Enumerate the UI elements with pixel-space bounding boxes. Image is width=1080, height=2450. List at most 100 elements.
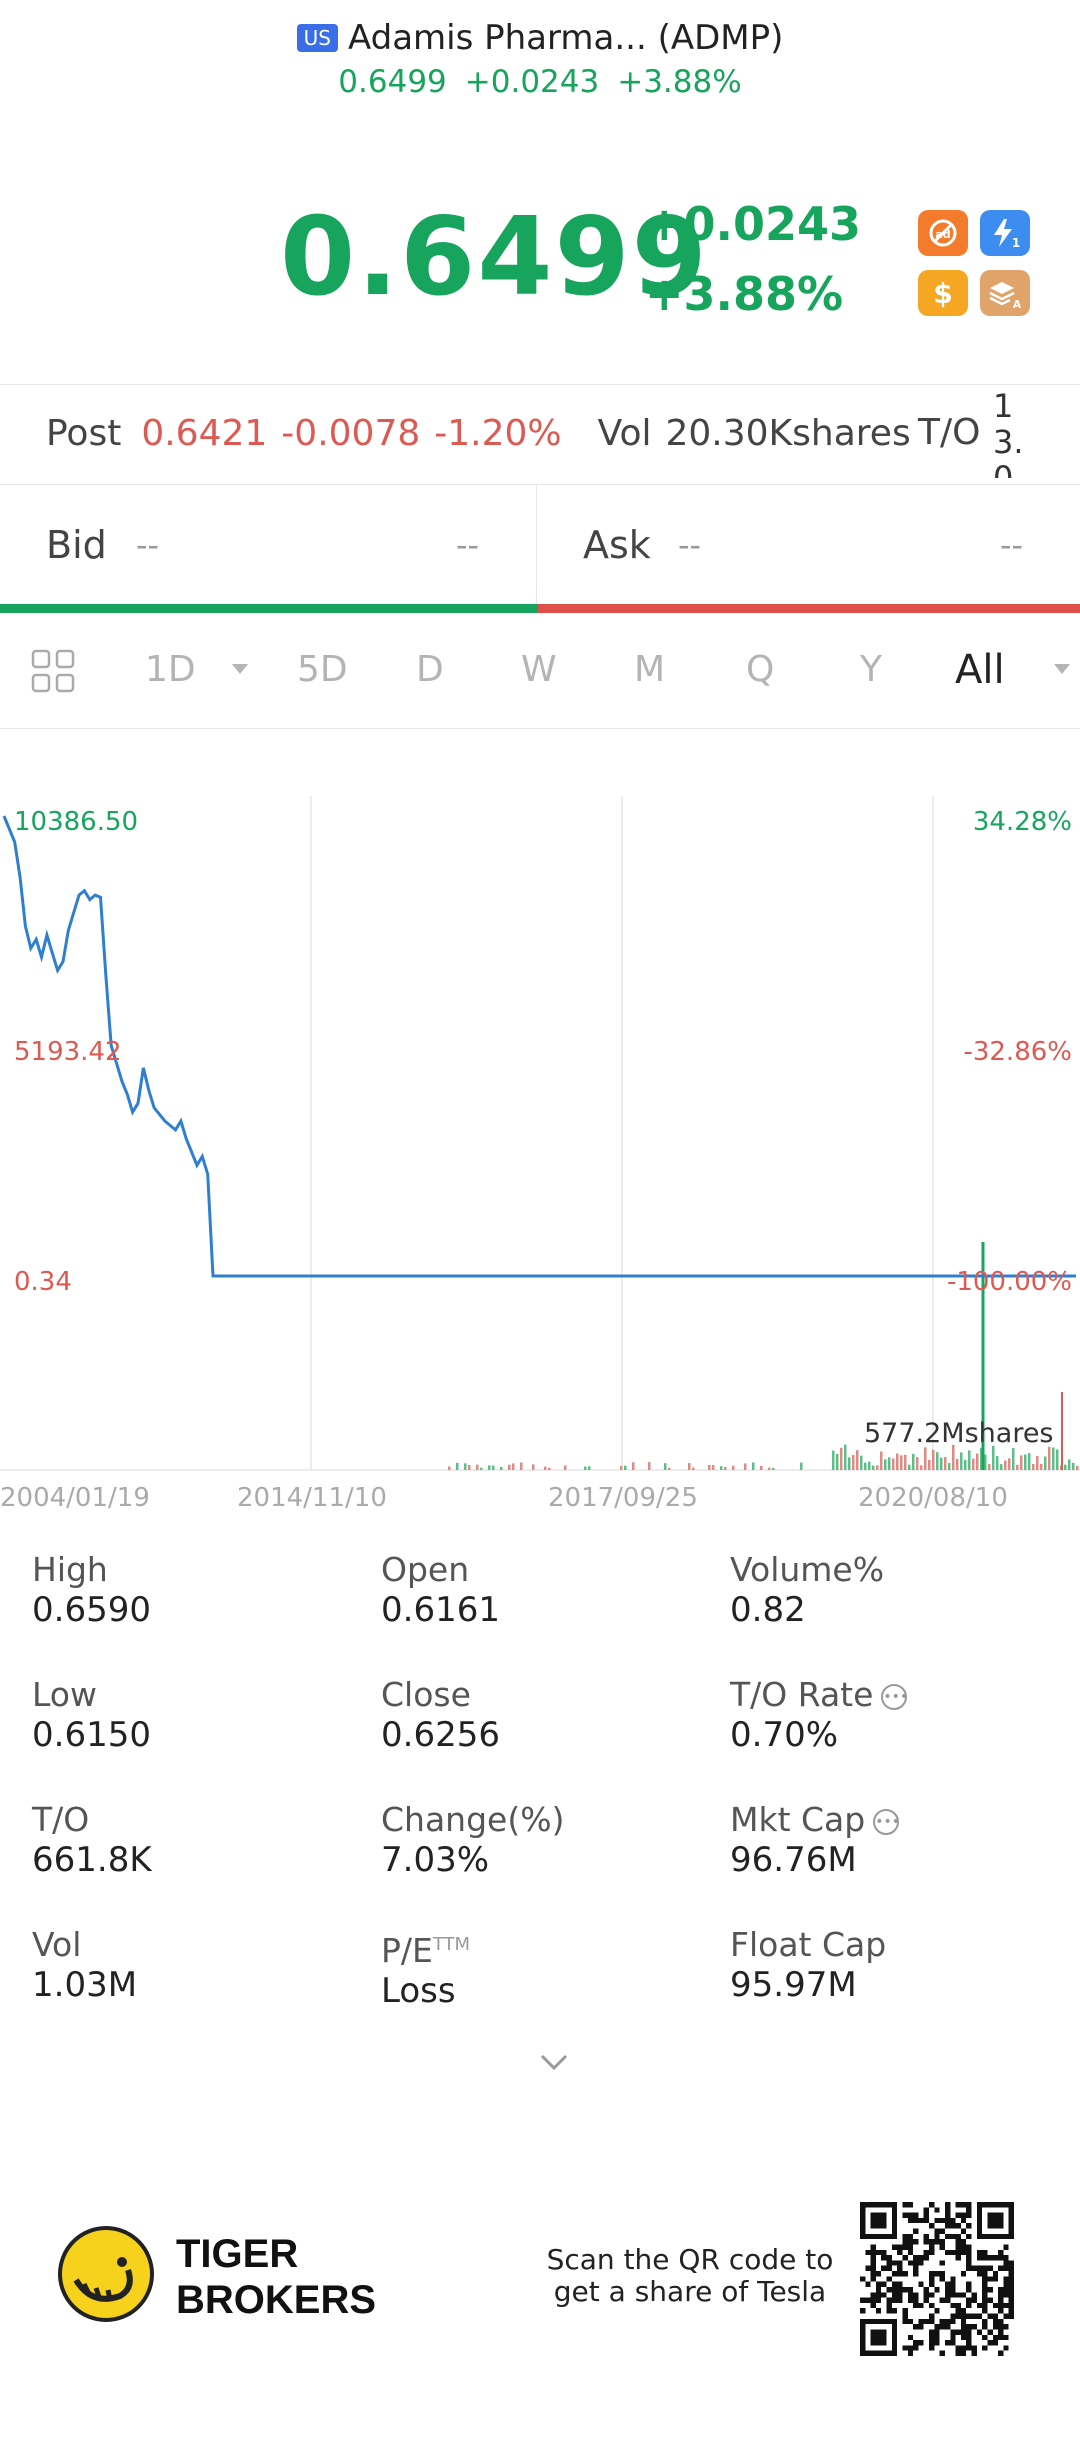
volume-bar bbox=[996, 1456, 999, 1470]
dollar-icon[interactable]: $ bbox=[918, 270, 968, 316]
volume-bar bbox=[964, 1459, 967, 1470]
volume-bar bbox=[952, 1444, 955, 1470]
bid-ask-divider bbox=[536, 484, 537, 604]
ask-ratio-bar bbox=[538, 604, 1080, 613]
stat-label-sup: TTM bbox=[432, 1934, 471, 1955]
volume-bar bbox=[916, 1457, 919, 1470]
volume-max-label: 577.2Mshares bbox=[864, 1418, 1054, 1449]
volume-bar bbox=[724, 1467, 727, 1470]
volume-bar bbox=[1012, 1448, 1015, 1470]
volume-bar bbox=[584, 1466, 587, 1470]
volume-bar bbox=[588, 1466, 591, 1470]
tab-all[interactable]: All bbox=[955, 647, 1005, 693]
divider bbox=[0, 384, 1080, 385]
stat-mkt-cap: Mkt Cap ••• 96.76M bbox=[730, 1800, 900, 1880]
volume-bar bbox=[1036, 1455, 1039, 1470]
volume-bar bbox=[848, 1457, 851, 1470]
volume-bar bbox=[856, 1450, 859, 1470]
volume-bar bbox=[872, 1465, 875, 1470]
stat-high: High 0.6590 bbox=[32, 1550, 151, 1630]
divider bbox=[0, 484, 1080, 485]
volume-bar bbox=[940, 1457, 943, 1470]
price-chart[interactable]: 10386.50 5193.42 0.34 34.28% -32.86% -10… bbox=[0, 780, 1080, 1520]
tab-y[interactable]: Y bbox=[860, 649, 882, 690]
stat-label: Open bbox=[381, 1550, 470, 1589]
x-label-2: 2014/11/10 bbox=[237, 1483, 387, 1513]
volume-bar bbox=[1004, 1460, 1007, 1470]
volume-bar bbox=[532, 1464, 535, 1470]
stock-title[interactable]: Adamis Pharma... (ADMP) bbox=[347, 18, 784, 58]
post-change: -0.0078 bbox=[281, 412, 421, 454]
qr-caption-line: Scan the QR code to bbox=[546, 2243, 834, 2276]
no-ads-icon[interactable]: ad bbox=[918, 210, 968, 256]
volume-bar bbox=[840, 1447, 843, 1470]
stat-value: 7.03% bbox=[381, 1840, 490, 1880]
stat-turnover: T/O 661.8K bbox=[32, 1800, 152, 1880]
header-quote: 0.6499 +0.0243 +3.88% bbox=[0, 64, 1080, 108]
volume-bar bbox=[712, 1465, 715, 1470]
expand-chevron-icon[interactable] bbox=[536, 2050, 572, 2074]
volume-bar bbox=[984, 1454, 987, 1470]
tiger-logo-icon bbox=[58, 2226, 154, 2322]
stat-value: 95.97M bbox=[730, 1965, 857, 2005]
chart-grid bbox=[0, 796, 1080, 1471]
stat-value: 0.6161 bbox=[381, 1590, 500, 1630]
volume-bar bbox=[880, 1451, 883, 1470]
post-market-row: Post 0.6421 -0.0078 -1.20% Vol 20.30Ksha… bbox=[46, 408, 911, 458]
volume-bar bbox=[944, 1456, 947, 1470]
volume-bar bbox=[500, 1466, 503, 1470]
volume-bar bbox=[868, 1461, 871, 1470]
stat-value: 96.76M bbox=[730, 1840, 857, 1880]
volume-bar bbox=[752, 1462, 755, 1470]
stat-pe: P/ETTM Loss bbox=[381, 1925, 470, 2011]
volume-bar bbox=[1040, 1463, 1043, 1470]
tab-m[interactable]: M bbox=[634, 649, 666, 690]
volume-bar bbox=[852, 1454, 855, 1470]
volume-bar bbox=[896, 1453, 899, 1470]
more-info-icon[interactable]: ••• bbox=[881, 1683, 908, 1710]
chevron-down-icon[interactable] bbox=[1054, 664, 1070, 674]
volume-bar bbox=[732, 1465, 735, 1470]
ask-label: Ask bbox=[583, 523, 651, 567]
volume-bar bbox=[760, 1465, 763, 1470]
layout-grid-icon[interactable] bbox=[30, 648, 76, 694]
to-value: 13.00 bbox=[993, 388, 1023, 478]
volume-bar bbox=[692, 1467, 695, 1470]
volume-bar bbox=[448, 1466, 451, 1470]
volume-bar bbox=[892, 1458, 895, 1470]
volume-bar bbox=[956, 1458, 959, 1470]
stat-label: Vol bbox=[32, 1925, 82, 1964]
post-price: 0.6421 bbox=[141, 412, 268, 454]
volume-bar bbox=[960, 1452, 963, 1470]
stat-label: T/O Rate bbox=[730, 1675, 874, 1714]
volume-bar bbox=[980, 1447, 983, 1470]
stat-value: 0.70% bbox=[730, 1715, 839, 1755]
volume-bar bbox=[968, 1450, 971, 1470]
tab-q[interactable]: Q bbox=[746, 649, 775, 690]
last-price: 0.6499 bbox=[280, 195, 709, 320]
more-info-icon[interactable]: ••• bbox=[873, 1808, 900, 1835]
volume-bar bbox=[468, 1465, 471, 1470]
volume-bars bbox=[448, 1444, 1079, 1470]
header-change: +0.0243 bbox=[464, 64, 600, 100]
volume-bar bbox=[464, 1463, 467, 1470]
lightning-level1-icon[interactable]: 1 bbox=[980, 210, 1030, 256]
tab-d[interactable]: D bbox=[416, 649, 444, 690]
stat-value: Loss bbox=[381, 1971, 456, 2011]
stat-label: Mkt Cap bbox=[730, 1800, 866, 1839]
post-change-pct: -1.20% bbox=[434, 412, 562, 454]
y-right-label-top: 34.28% bbox=[973, 807, 1072, 837]
bid-price: -- bbox=[136, 526, 160, 564]
volume-bar bbox=[456, 1462, 459, 1470]
tab-w[interactable]: W bbox=[521, 649, 557, 690]
layers-a-icon[interactable]: A bbox=[980, 270, 1030, 316]
tab-5d[interactable]: 5D bbox=[297, 649, 348, 690]
volume-bar bbox=[988, 1464, 991, 1470]
vol-value: 20.30Kshares bbox=[665, 412, 911, 454]
price-change: +0.0243 bbox=[645, 197, 862, 251]
stat-open: Open 0.6161 bbox=[381, 1550, 500, 1630]
stat-label: P/E bbox=[381, 1931, 433, 1970]
chevron-down-icon[interactable] bbox=[232, 664, 248, 674]
tab-1d[interactable]: 1D bbox=[145, 649, 196, 690]
stat-value: 1.03M bbox=[32, 1965, 138, 2005]
